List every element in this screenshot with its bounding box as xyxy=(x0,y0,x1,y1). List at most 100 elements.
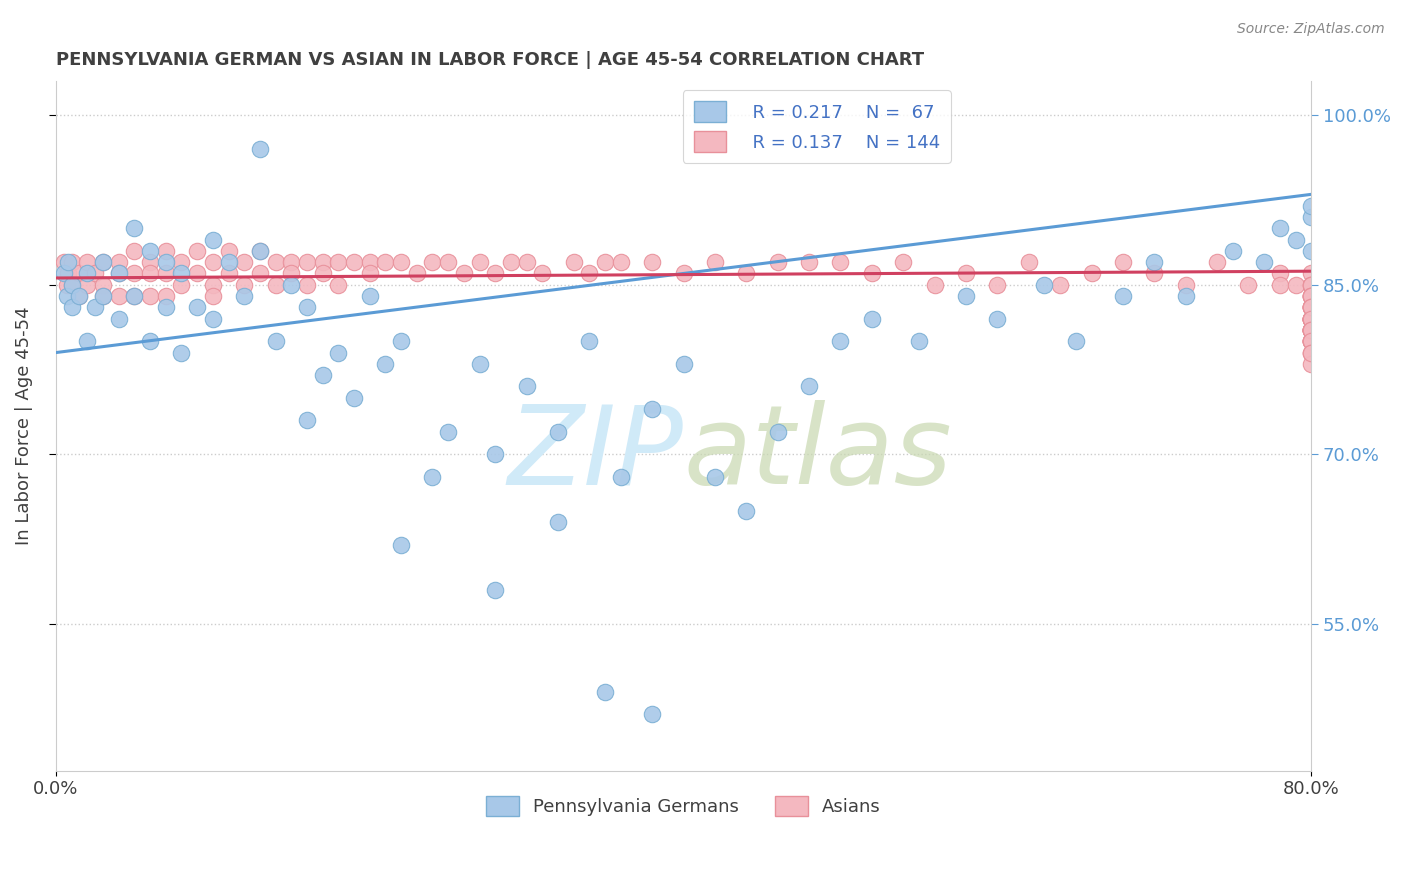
Point xyxy=(1301,289,1323,303)
Point xyxy=(1301,289,1323,303)
Point xyxy=(295,277,318,292)
Point xyxy=(578,267,600,281)
Point xyxy=(484,447,506,461)
Point xyxy=(405,267,427,281)
Point xyxy=(453,267,475,281)
Point xyxy=(1301,334,1323,349)
Point xyxy=(1301,244,1323,258)
Point xyxy=(735,267,758,281)
Text: Source: ZipAtlas.com: Source: ZipAtlas.com xyxy=(1237,22,1385,37)
Point xyxy=(107,311,129,326)
Point xyxy=(124,289,146,303)
Point xyxy=(955,267,977,281)
Point xyxy=(107,267,129,281)
Point xyxy=(374,357,396,371)
Point xyxy=(233,289,256,303)
Point xyxy=(1112,289,1135,303)
Point xyxy=(218,267,240,281)
Point xyxy=(359,289,381,303)
Point xyxy=(374,255,396,269)
Point xyxy=(343,255,366,269)
Point xyxy=(955,289,977,303)
Point xyxy=(1301,277,1323,292)
Point xyxy=(249,244,271,258)
Point xyxy=(766,425,789,439)
Point xyxy=(703,470,725,484)
Point xyxy=(139,267,162,281)
Point xyxy=(264,277,287,292)
Point xyxy=(1301,334,1323,349)
Point xyxy=(124,244,146,258)
Point xyxy=(1174,289,1197,303)
Point xyxy=(1301,301,1323,315)
Point xyxy=(672,357,695,371)
Text: atlas: atlas xyxy=(683,401,952,507)
Point xyxy=(69,267,91,281)
Point xyxy=(91,255,114,269)
Point xyxy=(69,289,91,303)
Point xyxy=(562,255,585,269)
Point xyxy=(124,267,146,281)
Point xyxy=(359,267,381,281)
Point xyxy=(531,267,554,281)
Point xyxy=(170,345,193,359)
Point xyxy=(60,277,83,292)
Point xyxy=(1301,334,1323,349)
Point xyxy=(422,470,444,484)
Point xyxy=(1253,255,1275,269)
Point xyxy=(107,289,129,303)
Point xyxy=(1301,311,1323,326)
Point xyxy=(170,255,193,269)
Point xyxy=(58,255,80,269)
Point xyxy=(280,267,302,281)
Point xyxy=(1301,323,1323,337)
Point xyxy=(56,289,79,303)
Point xyxy=(1301,311,1323,326)
Point xyxy=(1284,233,1306,247)
Point xyxy=(1301,345,1323,359)
Point xyxy=(986,311,1008,326)
Point xyxy=(641,402,664,417)
Point xyxy=(139,255,162,269)
Point xyxy=(766,255,789,269)
Point xyxy=(1301,301,1323,315)
Point xyxy=(1301,311,1323,326)
Point xyxy=(201,311,224,326)
Point xyxy=(593,255,616,269)
Point xyxy=(1301,323,1323,337)
Point xyxy=(76,277,98,292)
Point xyxy=(437,425,460,439)
Point xyxy=(58,267,80,281)
Point xyxy=(139,244,162,258)
Point xyxy=(295,301,318,315)
Point xyxy=(1301,311,1323,326)
Point xyxy=(1301,323,1323,337)
Point xyxy=(1301,289,1323,303)
Point xyxy=(1206,255,1229,269)
Point xyxy=(264,255,287,269)
Point xyxy=(280,277,302,292)
Point xyxy=(1301,277,1323,292)
Point xyxy=(860,311,883,326)
Point xyxy=(1301,323,1323,337)
Point xyxy=(547,515,569,529)
Point xyxy=(155,255,177,269)
Point xyxy=(328,345,350,359)
Point xyxy=(389,538,412,552)
Y-axis label: In Labor Force | Age 45-54: In Labor Force | Age 45-54 xyxy=(15,307,32,545)
Point xyxy=(610,255,633,269)
Point xyxy=(1301,323,1323,337)
Point xyxy=(578,334,600,349)
Point xyxy=(830,334,852,349)
Text: PENNSYLVANIA GERMAN VS ASIAN IN LABOR FORCE | AGE 45-54 CORRELATION CHART: PENNSYLVANIA GERMAN VS ASIAN IN LABOR FO… xyxy=(56,51,924,69)
Point xyxy=(155,267,177,281)
Point xyxy=(155,289,177,303)
Point xyxy=(1301,311,1323,326)
Point xyxy=(1301,199,1323,213)
Point xyxy=(1301,301,1323,315)
Point xyxy=(516,379,538,393)
Point xyxy=(201,233,224,247)
Point xyxy=(389,255,412,269)
Point xyxy=(1284,277,1306,292)
Point xyxy=(1018,255,1040,269)
